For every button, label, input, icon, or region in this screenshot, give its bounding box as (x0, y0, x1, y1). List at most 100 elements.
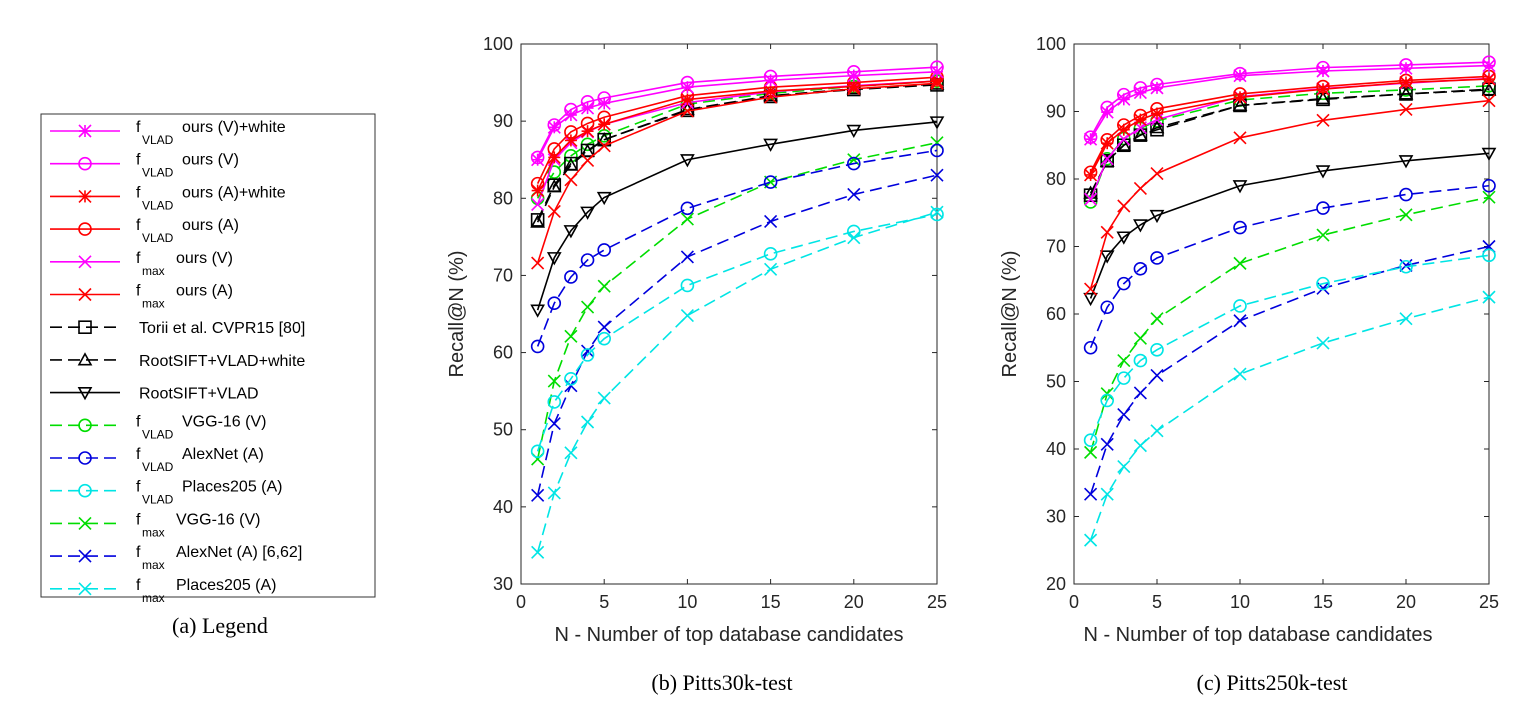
chart-pitts250k: 0 5 10 15 20 25 20 30 40 50 60 70 80 90 100 N - Number… (999, 34, 1499, 695)
y-tick-label: 20 (1046, 574, 1066, 594)
x-tick-label: 0 (516, 592, 526, 612)
data-point (547, 296, 562, 311)
series-rootsift-vlad (530, 116, 945, 318)
data-point (680, 154, 695, 168)
y-tick-label: 80 (1046, 169, 1066, 189)
legend-symbol: f (136, 283, 141, 300)
data-point (680, 80, 694, 94)
data-point (531, 256, 545, 270)
data-point (580, 300, 595, 314)
legend-label: ours (A) (182, 217, 239, 234)
legend-marker (78, 189, 92, 203)
data-point (1116, 137, 1132, 151)
data-point (1099, 250, 1115, 264)
data-point (547, 165, 562, 179)
data-point (1150, 81, 1164, 95)
legend-marker (78, 287, 92, 302)
legend-label: Torii et al. CVPR15 [80] (139, 320, 305, 337)
x-tick-label: 20 (844, 592, 864, 612)
legend-subscript: VLAD (142, 493, 174, 507)
data-point (597, 117, 611, 131)
data-point (1100, 152, 1114, 166)
x-tick-label: 10 (1230, 592, 1250, 612)
series-line (536, 80, 938, 199)
series-f-vlad-ours-v-white (1084, 59, 1496, 146)
data-point (597, 96, 611, 110)
data-point (1133, 86, 1147, 100)
data-point (1482, 190, 1496, 204)
data-point (580, 124, 595, 138)
data-point (1233, 256, 1247, 270)
data-point (847, 79, 861, 93)
series-line (1089, 254, 1490, 441)
data-point (1100, 393, 1114, 408)
data-point (1117, 123, 1131, 137)
data-point (1117, 92, 1131, 106)
data-point (1150, 424, 1164, 438)
data-point (1316, 228, 1330, 242)
data-point (680, 201, 695, 216)
series-line (536, 121, 938, 311)
data-point (847, 187, 861, 201)
legend-subscript: max (142, 558, 165, 572)
series-f-max-ours-a (1084, 94, 1496, 296)
data-point (564, 173, 578, 187)
data-point (1083, 340, 1098, 355)
legend-label: Places205 (A) (182, 479, 283, 496)
data-point (1482, 290, 1496, 304)
data-point (1316, 276, 1330, 291)
data-point (1150, 122, 1164, 137)
legend-label: AlexNet (A) (182, 446, 264, 463)
data-point (1149, 120, 1165, 134)
data-point (930, 205, 944, 219)
data-point (764, 90, 778, 104)
x-tick-label: 25 (1479, 592, 1499, 612)
data-point (764, 73, 778, 87)
legend-label: ours (A)+white (182, 184, 286, 201)
data-point (530, 214, 545, 228)
legend-label: AlexNet (A) [6,62] (176, 544, 302, 561)
data-point (930, 65, 944, 79)
data-point (1133, 353, 1148, 368)
data-point (596, 191, 612, 206)
series-line (536, 213, 938, 452)
y-tick-label: 80 (493, 188, 513, 208)
series-f-vlad-places205-a (530, 207, 944, 459)
data-point (547, 120, 561, 134)
data-point (846, 124, 862, 139)
legend-label: Places205 (A) (176, 577, 277, 594)
y-axis-label: Recall@N (%) (446, 251, 468, 378)
series-line (1089, 245, 1490, 495)
data-point (547, 204, 561, 218)
data-point (564, 133, 578, 147)
data-point (1399, 312, 1413, 326)
data-point (1399, 61, 1413, 75)
data-point (1100, 300, 1114, 315)
data-point (763, 138, 778, 152)
legend-symbol: f (136, 577, 141, 594)
legend-subscript: max (142, 297, 165, 311)
y-tick-label: 60 (493, 343, 513, 363)
data-point (1133, 331, 1147, 345)
series-line (536, 141, 938, 460)
data-point (1316, 201, 1330, 215)
legend-entry: RootSIFT+VLAD (50, 386, 259, 403)
series-f-vlad-ours-v-white (531, 65, 944, 167)
data-point (1233, 131, 1247, 145)
legend-subscript: VLAD (142, 198, 174, 212)
data-point (764, 262, 778, 276)
y-tick-label: 50 (1046, 372, 1066, 392)
x-tick-label: 20 (1396, 592, 1416, 612)
x-tick-label: 0 (1069, 592, 1079, 612)
legend-marker (78, 516, 92, 530)
data-point (1149, 209, 1165, 224)
data-point (564, 270, 578, 284)
data-point (1084, 168, 1098, 182)
data-point (1399, 187, 1413, 202)
legend-marker (78, 451, 92, 465)
